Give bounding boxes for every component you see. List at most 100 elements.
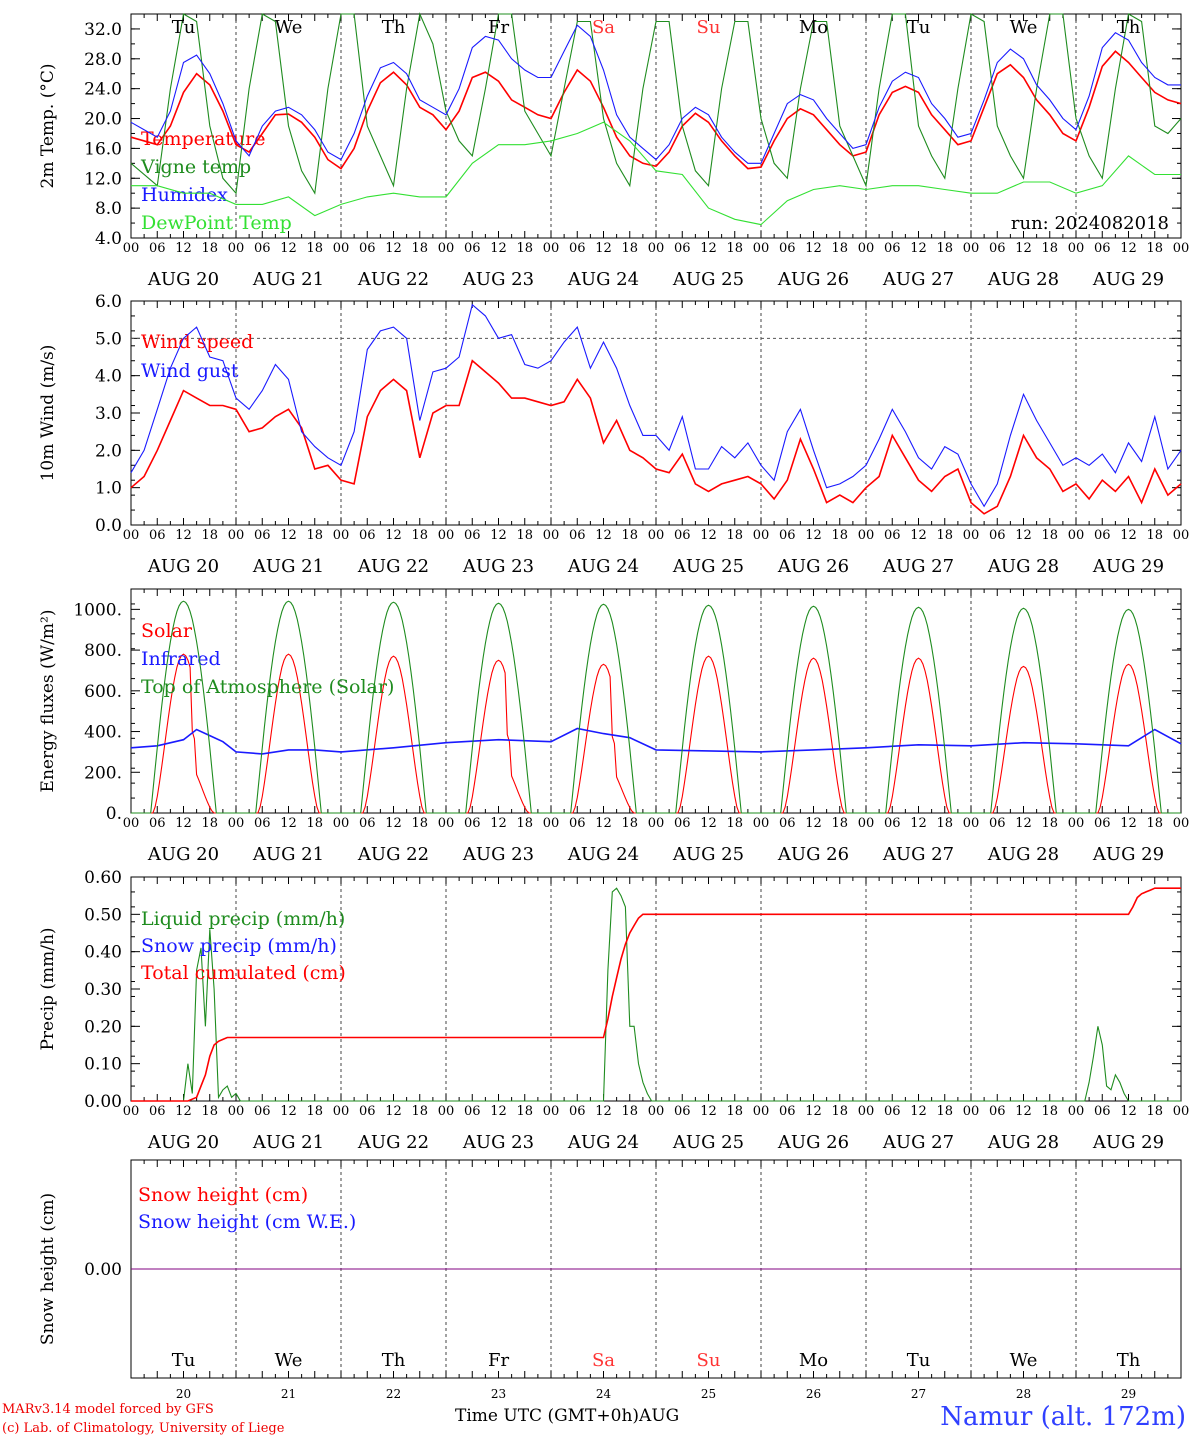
day-number: 24 [596, 1387, 612, 1400]
date-label: AUG 23 [462, 844, 534, 865]
hour-tick-label: 00 [438, 1104, 455, 1119]
weekday-label: Mo [799, 1350, 828, 1371]
hour-tick-label: 18 [1146, 528, 1163, 543]
hour-tick-label: 12 [490, 1104, 507, 1119]
hour-tick-label: 12 [910, 241, 927, 256]
date-label: AUG 25 [672, 556, 744, 577]
y-tick-label: 20.0 [84, 110, 122, 130]
weekday-label: Su [697, 1350, 721, 1371]
y-axis-title: 2m Temp. (°C) [38, 63, 58, 188]
hour-tick-label: 00 [438, 816, 455, 831]
date-label: AUG 25 [672, 1132, 744, 1153]
day-number: 25 [701, 1387, 716, 1400]
legend-entry: Total cumulated (cm) [141, 962, 346, 984]
y-tick-label: 0.40 [84, 943, 122, 963]
hour-tick-label: 06 [359, 241, 376, 256]
weekday-label: Th [382, 17, 406, 38]
date-label: AUG 28 [987, 1132, 1059, 1153]
hour-tick-label: 18 [201, 528, 218, 543]
series-line-solar [551, 663, 656, 814]
hour-tick-label: 00 [753, 1104, 770, 1119]
date-label: AUG 22 [357, 269, 429, 290]
hour-tick-label: 06 [254, 528, 271, 543]
date-label: AUG 29 [1092, 556, 1164, 577]
hour-tick-label: 00 [123, 816, 140, 831]
hour-tick-label: 00 [1173, 816, 1190, 831]
series-line-top-of-atmosphere-solar- [761, 605, 866, 814]
panel-precip: 0.00 0.10 0.20 0.30 0.40 0.50 0.60 Precip (mm/h… [38, 868, 1189, 1153]
plot-frame [130, 588, 1182, 814]
date-label: AUG 20 [147, 269, 219, 290]
y-tick-label: 28.0 [84, 50, 122, 70]
y-axis-title: Precip (mm/h) [38, 927, 58, 1050]
y-tick-label: 0.30 [84, 980, 122, 1000]
hour-tick-label: 06 [1094, 241, 1111, 256]
hour-tick-label: 06 [1094, 816, 1111, 831]
hour-tick-label: 18 [726, 816, 743, 831]
y-tick-label: 0.50 [84, 905, 122, 925]
legend-entry: Vigne temp [140, 156, 251, 178]
hour-tick-label: 06 [1094, 528, 1111, 543]
y-tick-label: 6.0 [95, 292, 122, 312]
series-line-temperature [130, 50, 1182, 170]
hour-tick-label: 06 [569, 528, 586, 543]
hour-tick-label: 18 [726, 241, 743, 256]
hour-tick-label: 00 [753, 816, 770, 831]
hour-tick-label: 18 [831, 528, 848, 543]
series-line-solar [656, 655, 761, 814]
hour-tick-label: 06 [989, 1104, 1006, 1119]
hour-tick-label: 06 [149, 816, 166, 831]
series-line-total-cumulated-cm- [131, 887, 1181, 1102]
hour-tick-label: 18 [1041, 1104, 1058, 1119]
hour-tick-label: 06 [569, 241, 586, 256]
legend-entry: Snow precip (mm/h) [141, 935, 337, 957]
hour-tick-label: 12 [1120, 1104, 1137, 1119]
hour-tick-label: 00 [1068, 816, 1085, 831]
hour-tick-label: 12 [700, 1104, 717, 1119]
hour-tick-label: 00 [648, 528, 665, 543]
day-number: 22 [386, 1387, 401, 1400]
hour-tick-label: 18 [831, 816, 848, 831]
date-label: AUG 21 [252, 1132, 324, 1153]
date-label: AUG 26 [777, 844, 849, 865]
hour-tick-label: 00 [963, 241, 980, 256]
series-line-solar [971, 665, 1076, 814]
hour-tick-label: 00 [228, 1104, 245, 1119]
hour-tick-label: 06 [254, 1104, 271, 1119]
hour-tick-label: 18 [621, 528, 638, 543]
hour-tick-label: 06 [989, 241, 1006, 256]
hour-tick-label: 00 [543, 1104, 560, 1119]
date-label: AUG 23 [462, 1132, 534, 1153]
y-tick-label: 1.0 [95, 479, 122, 499]
hour-tick-label: 12 [280, 241, 297, 256]
hour-tick-label: 18 [936, 1104, 953, 1119]
hour-tick-label: 00 [228, 241, 245, 256]
hour-tick-label: 18 [201, 1104, 218, 1119]
y-tick-label: 8.0 [95, 199, 122, 219]
date-label: AUG 22 [357, 556, 429, 577]
panel-energy: 0. 200. 400. 600. 800. 1000. Energy fluxes (W/… [38, 588, 1190, 865]
hour-tick-label: 06 [569, 1104, 586, 1119]
hour-tick-label: 18 [1146, 1104, 1163, 1119]
hour-tick-label: 00 [1173, 1104, 1190, 1119]
hour-tick-label: 00 [963, 1104, 980, 1119]
date-label: AUG 22 [357, 844, 429, 865]
hour-tick-label: 06 [464, 528, 481, 543]
hour-tick-label: 06 [884, 241, 901, 256]
series-line-top-of-atmosphere-solar- [866, 606, 971, 814]
legend-entry: DewPoint Temp [141, 212, 292, 234]
hour-tick-label: 12 [1015, 241, 1032, 256]
hour-tick-label: 18 [306, 1104, 323, 1119]
hour-tick-label: 00 [1173, 528, 1190, 543]
hour-tick-label: 06 [464, 1104, 481, 1119]
hour-tick-label: 00 [438, 241, 455, 256]
plot-frame [130, 300, 1182, 526]
time-axis-label: Time UTC (GMT+0h)AUG [455, 1406, 679, 1426]
hour-tick-label: 12 [175, 816, 192, 831]
hour-tick-label: 00 [123, 528, 140, 543]
series-line-solar [1076, 663, 1181, 814]
hour-tick-label: 00 [543, 241, 560, 256]
date-label: AUG 27 [882, 1132, 954, 1153]
hour-tick-label: 18 [516, 241, 533, 256]
hour-tick-label: 12 [280, 816, 297, 831]
